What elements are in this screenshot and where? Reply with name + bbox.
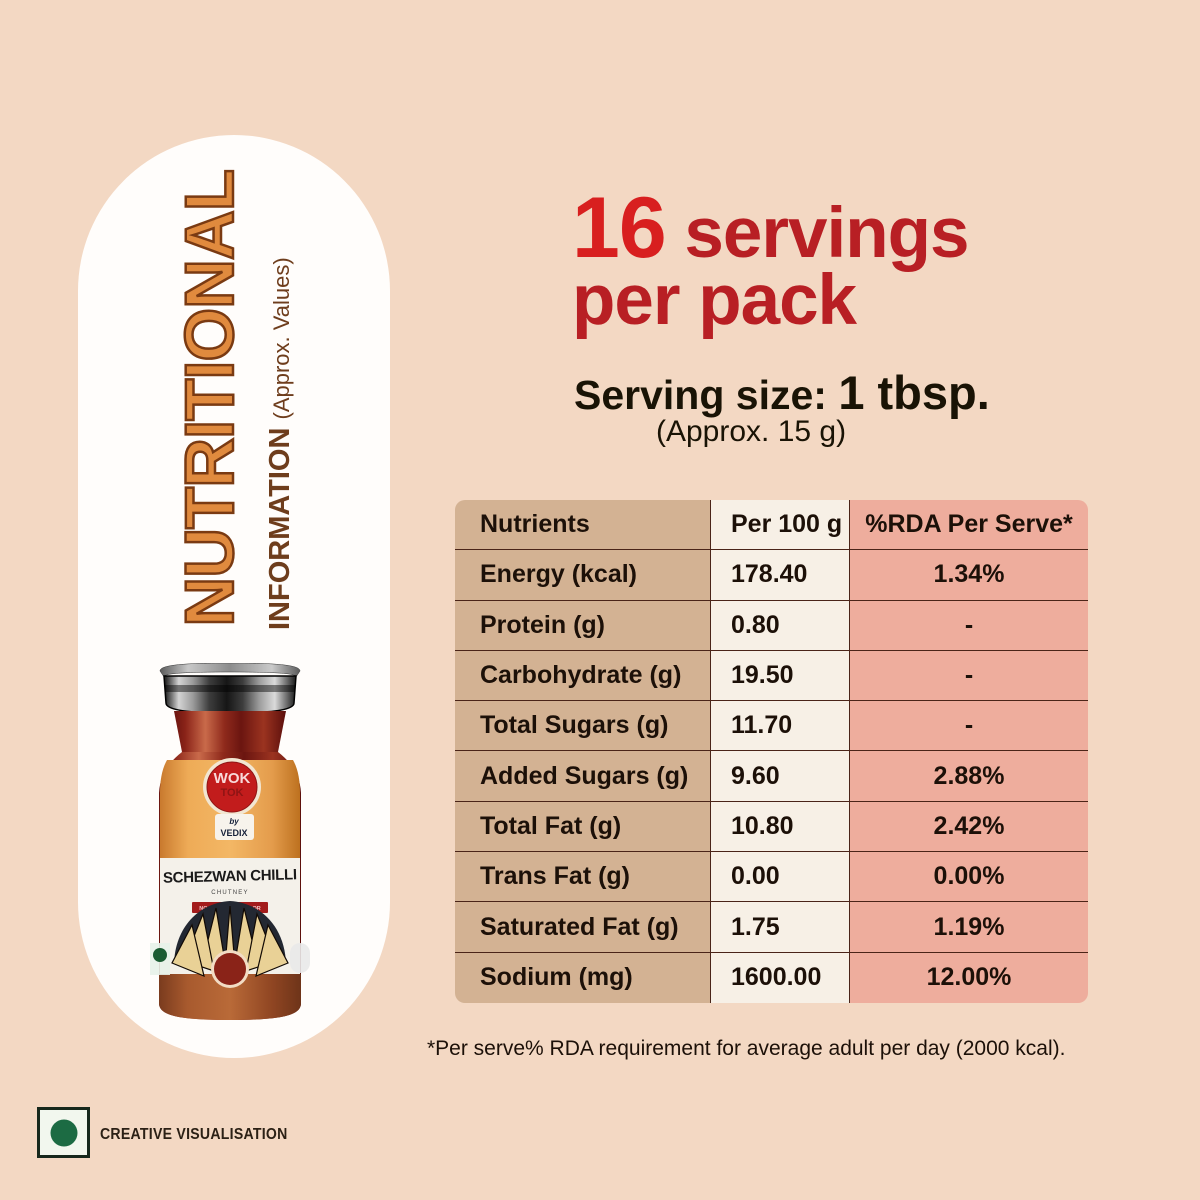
svg-text:by: by bbox=[229, 817, 239, 826]
svg-text:TOK: TOK bbox=[220, 787, 243, 799]
svg-text:WOK: WOK bbox=[214, 770, 251, 787]
svg-text:VEDIX: VEDIX bbox=[220, 828, 247, 838]
svg-text:CHUTNEY: CHUTNEY bbox=[211, 890, 248, 896]
svg-text:SCHEZWAN CHILLI: SCHEZWAN CHILLI bbox=[163, 866, 297, 887]
